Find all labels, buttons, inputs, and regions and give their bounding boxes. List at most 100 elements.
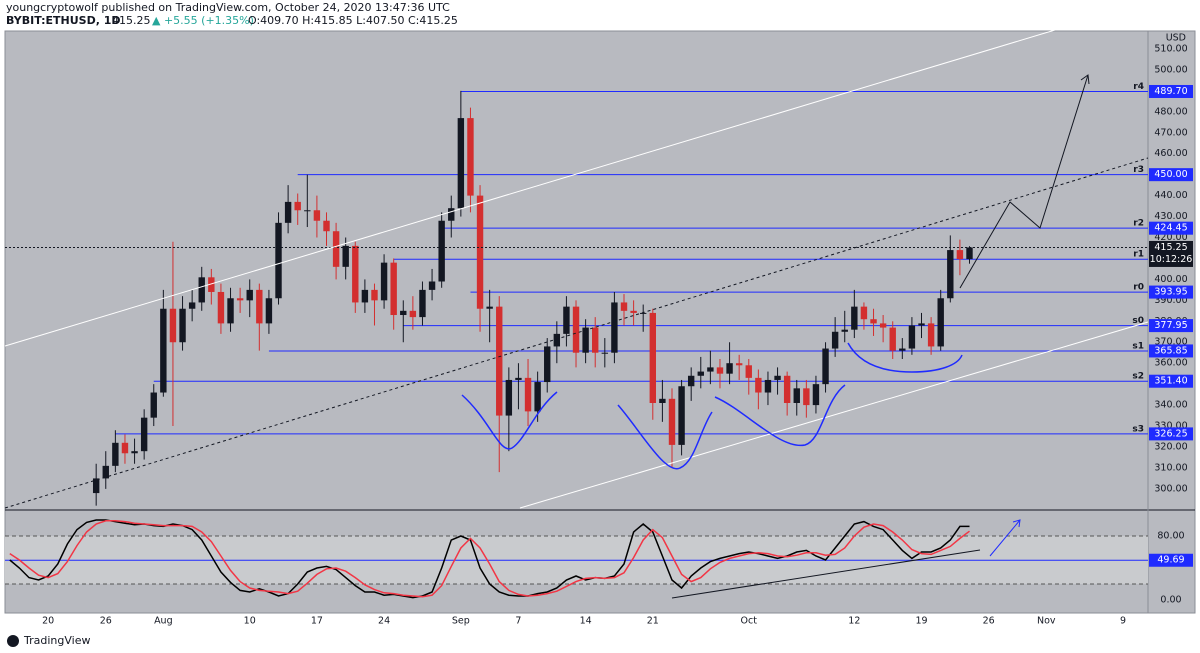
currency-label: USD — [1166, 33, 1186, 44]
last-price-box — [1149, 240, 1193, 267]
x-tick-label: 26 — [983, 616, 995, 627]
pattern-curve — [617, 404, 713, 470]
level-label: 393.95 — [1154, 287, 1187, 298]
candle-body — [102, 465, 109, 479]
y-tick-label: 460.00 — [1154, 148, 1187, 159]
header-price: 415.25 — [112, 14, 151, 27]
footer — [0, 630, 1200, 653]
projection-arrowhead — [1080, 74, 1090, 85]
y-tick-label: 470.00 — [1154, 127, 1187, 138]
candle-body — [198, 277, 205, 303]
level-label-box — [1149, 427, 1193, 441]
candle-body — [428, 281, 436, 290]
indicator-line — [9, 520, 970, 598]
candle-body — [668, 398, 676, 445]
x-tick-label: 7 — [515, 616, 521, 627]
x-tick-label: Oct — [741, 616, 758, 627]
x-tick-label: Aug — [154, 616, 173, 627]
level-name: r1 — [1133, 250, 1144, 260]
candle-body — [313, 210, 321, 221]
x-tick-label: 17 — [311, 616, 323, 627]
candle-body — [265, 298, 273, 324]
candle-body — [150, 392, 157, 418]
candle-body — [918, 323, 925, 326]
level-label: 424.45 — [1154, 223, 1187, 234]
candle-body — [227, 298, 234, 324]
level-label-box — [1149, 319, 1193, 333]
candle-body — [457, 118, 465, 209]
candle-body — [409, 310, 417, 318]
y-tick-label: 420.00 — [1154, 232, 1187, 243]
candle-body — [400, 310, 407, 316]
candle-body — [544, 346, 551, 383]
candle-body — [505, 379, 513, 416]
level-label: 377.95 — [1154, 320, 1187, 331]
candle-body — [246, 289, 253, 301]
y-tick-label: 430.00 — [1154, 211, 1187, 222]
x-tick-label: Sep — [452, 616, 470, 627]
pattern-curve — [714, 384, 846, 447]
candle-body — [448, 208, 455, 221]
channel-mid — [4, 157, 1149, 509]
footer-logo — [7, 635, 19, 647]
indicator-trendline — [671, 549, 981, 599]
channel-lower — [519, 321, 1149, 509]
y-tick-label: 300.00 — [1154, 483, 1187, 494]
symbol: BYBIT:ETHUSD, 1D — [6, 14, 121, 27]
candles — [92, 90, 973, 506]
candle-body — [793, 388, 800, 403]
indicator-tick-label: 0.00 — [1160, 595, 1181, 606]
candle-body — [611, 302, 618, 353]
projection-path — [959, 74, 1089, 289]
level-name: s2 — [1132, 372, 1144, 382]
candle-body — [294, 201, 301, 211]
y-tick-label: 480.00 — [1154, 106, 1187, 117]
candle-body — [755, 377, 762, 393]
candle-body — [380, 262, 388, 301]
level-name: s0 — [1132, 316, 1144, 326]
candle-body — [332, 231, 340, 267]
indicator-tick-label: 80.00 — [1157, 531, 1184, 542]
indicator-arrowhead — [1012, 519, 1021, 528]
x-tick-label: 24 — [378, 616, 390, 627]
candle-body — [217, 291, 225, 324]
level-label: 450.00 — [1154, 169, 1187, 180]
y-tick-label: 400.00 — [1154, 274, 1187, 285]
level-label: 326.25 — [1154, 428, 1187, 439]
candle-body — [208, 277, 215, 292]
x-tick-label: 26 — [100, 616, 112, 627]
candle-body — [803, 388, 810, 406]
drawings — [4, 29, 1149, 599]
x-tick-label: 9 — [1120, 616, 1126, 627]
candle-body — [841, 329, 848, 332]
candle-body — [707, 367, 714, 372]
candle-body — [687, 375, 695, 387]
y-tick-label: 340.00 — [1154, 400, 1187, 411]
candle-body — [361, 289, 369, 303]
level-name: s1 — [1132, 341, 1144, 351]
candle-body — [812, 384, 820, 406]
pattern-curve — [461, 391, 558, 450]
ind-hline-box — [1149, 553, 1193, 567]
level-name: r4 — [1133, 82, 1144, 92]
candle-body — [352, 245, 359, 303]
candle-body — [342, 245, 349, 267]
channel-upper — [4, 29, 1056, 347]
y-tick-label: 310.00 — [1154, 462, 1187, 473]
candle-body — [697, 371, 704, 376]
candle-body — [649, 312, 656, 403]
candle-body — [899, 348, 906, 351]
candle-body — [275, 222, 282, 299]
level-label-box — [1149, 344, 1193, 358]
indicator-arrow — [989, 519, 1021, 557]
candle-body — [908, 325, 916, 349]
y-tick-label: 500.00 — [1154, 64, 1187, 75]
candle-body — [966, 247, 973, 260]
candle-body — [851, 306, 858, 330]
candle-body — [745, 365, 752, 378]
candle-body — [323, 220, 330, 232]
candle-body — [726, 363, 733, 374]
header-ohlc: O:409.70 H:415.85 L:407.50 C:415.25 — [248, 14, 458, 27]
x-tick-label: 10 — [244, 616, 256, 627]
